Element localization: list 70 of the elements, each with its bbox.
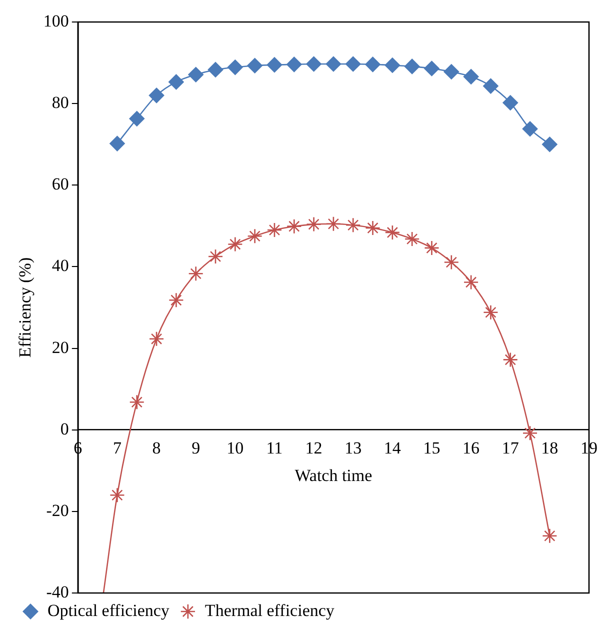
point [404, 58, 420, 74]
legend-label: Thermal efficiency [204, 600, 335, 620]
point [326, 216, 342, 232]
x-tick-label: 16 [462, 438, 480, 458]
point [522, 425, 538, 441]
point [286, 218, 302, 234]
y-tick-label: 0 [60, 419, 69, 438]
point [168, 292, 184, 308]
point [345, 217, 361, 233]
x-tick-label: 10 [226, 438, 244, 458]
point [326, 56, 342, 72]
point [266, 222, 282, 238]
point [483, 78, 498, 94]
point [404, 231, 420, 247]
point [306, 56, 322, 72]
point [444, 64, 460, 80]
point [129, 394, 145, 410]
point [444, 254, 460, 270]
y-tick-label: 40 [52, 256, 69, 276]
x-tick-label: 15 [423, 438, 440, 458]
point [208, 248, 224, 264]
point [542, 136, 558, 152]
x-tick-label: 17 [502, 438, 520, 458]
x-tick-label: 12 [305, 438, 322, 458]
y-tick-label: -40 [46, 582, 69, 602]
point [463, 274, 479, 290]
x-axis-title: Watch time [294, 466, 372, 485]
x-tick-label: 11 [266, 438, 283, 458]
point [502, 95, 518, 110]
y-tick-label: 60 [52, 174, 69, 194]
point [228, 60, 243, 75]
point [424, 60, 440, 76]
point [129, 111, 145, 126]
point [188, 266, 204, 282]
legend-label: Optical efficiency [48, 600, 170, 620]
point [247, 58, 262, 74]
point [502, 352, 518, 368]
y-tick-label: -20 [46, 500, 69, 520]
point [110, 136, 125, 152]
x-tick-label: 18 [541, 438, 558, 458]
y-axis-title: Efficiency (%) [16, 257, 35, 358]
x-tick-label: 9 [192, 438, 200, 458]
point [365, 56, 380, 72]
point [266, 57, 282, 72]
y-tick-label: 80 [52, 93, 69, 112]
point [148, 88, 164, 104]
point [188, 66, 204, 82]
point [384, 58, 400, 73]
point [384, 224, 400, 240]
point [345, 56, 361, 72]
point [110, 487, 125, 503]
x-tick-label: 7 [112, 438, 122, 458]
point [463, 69, 479, 84]
x-tick-label: 8 [152, 438, 161, 458]
point [365, 220, 380, 236]
point [208, 62, 224, 78]
point [483, 304, 498, 320]
point [286, 56, 302, 72]
x-tick-label: 13 [344, 438, 362, 458]
point [168, 74, 184, 90]
y-tick-label: 100 [43, 11, 69, 30]
x-tick-label: 14 [384, 438, 402, 458]
point [424, 240, 440, 256]
point [247, 228, 262, 244]
point [542, 528, 558, 544]
point [228, 236, 243, 252]
point [148, 331, 164, 347]
y-tick-label: 20 [52, 338, 69, 357]
point [522, 121, 538, 137]
point [306, 216, 322, 232]
